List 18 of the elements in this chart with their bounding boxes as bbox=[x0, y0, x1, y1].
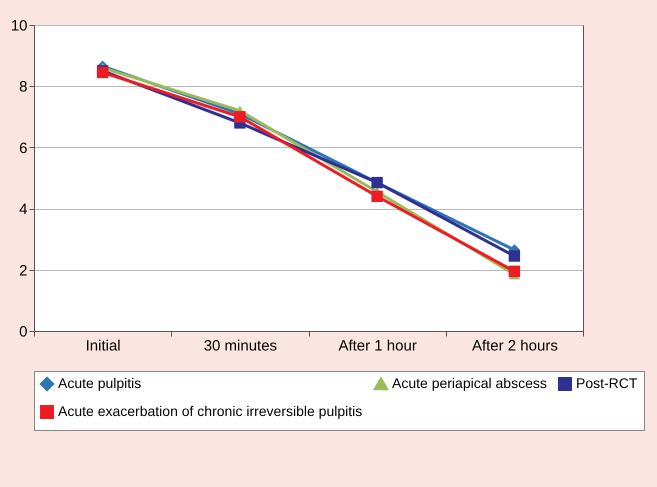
y-tick-label: 8 bbox=[19, 78, 28, 96]
x-tick-label: After 2 hours bbox=[472, 338, 558, 354]
x-tick-label: 30 minutes bbox=[204, 338, 278, 354]
point bbox=[371, 190, 383, 202]
legend-label: Acute pulpitis bbox=[58, 375, 142, 391]
y-tick-label: 6 bbox=[19, 140, 28, 157]
point bbox=[234, 111, 246, 122]
y-tick-label: 0 bbox=[19, 324, 28, 340]
y-tick-label: 2 bbox=[19, 262, 28, 280]
point bbox=[508, 250, 520, 262]
y-tick-label: 10 bbox=[10, 18, 28, 34]
legend-label: Acute exacerbation of chronic irreversible pulpitis bbox=[58, 403, 362, 419]
legend-label: Acute periapical abscess bbox=[392, 375, 547, 391]
legend-label: Post-RCT bbox=[576, 375, 638, 391]
point bbox=[508, 266, 520, 278]
x-tick-label: Initial bbox=[86, 338, 121, 354]
y-tick-label: 4 bbox=[19, 201, 28, 218]
x-tick-label: After 1 hour bbox=[338, 338, 417, 354]
